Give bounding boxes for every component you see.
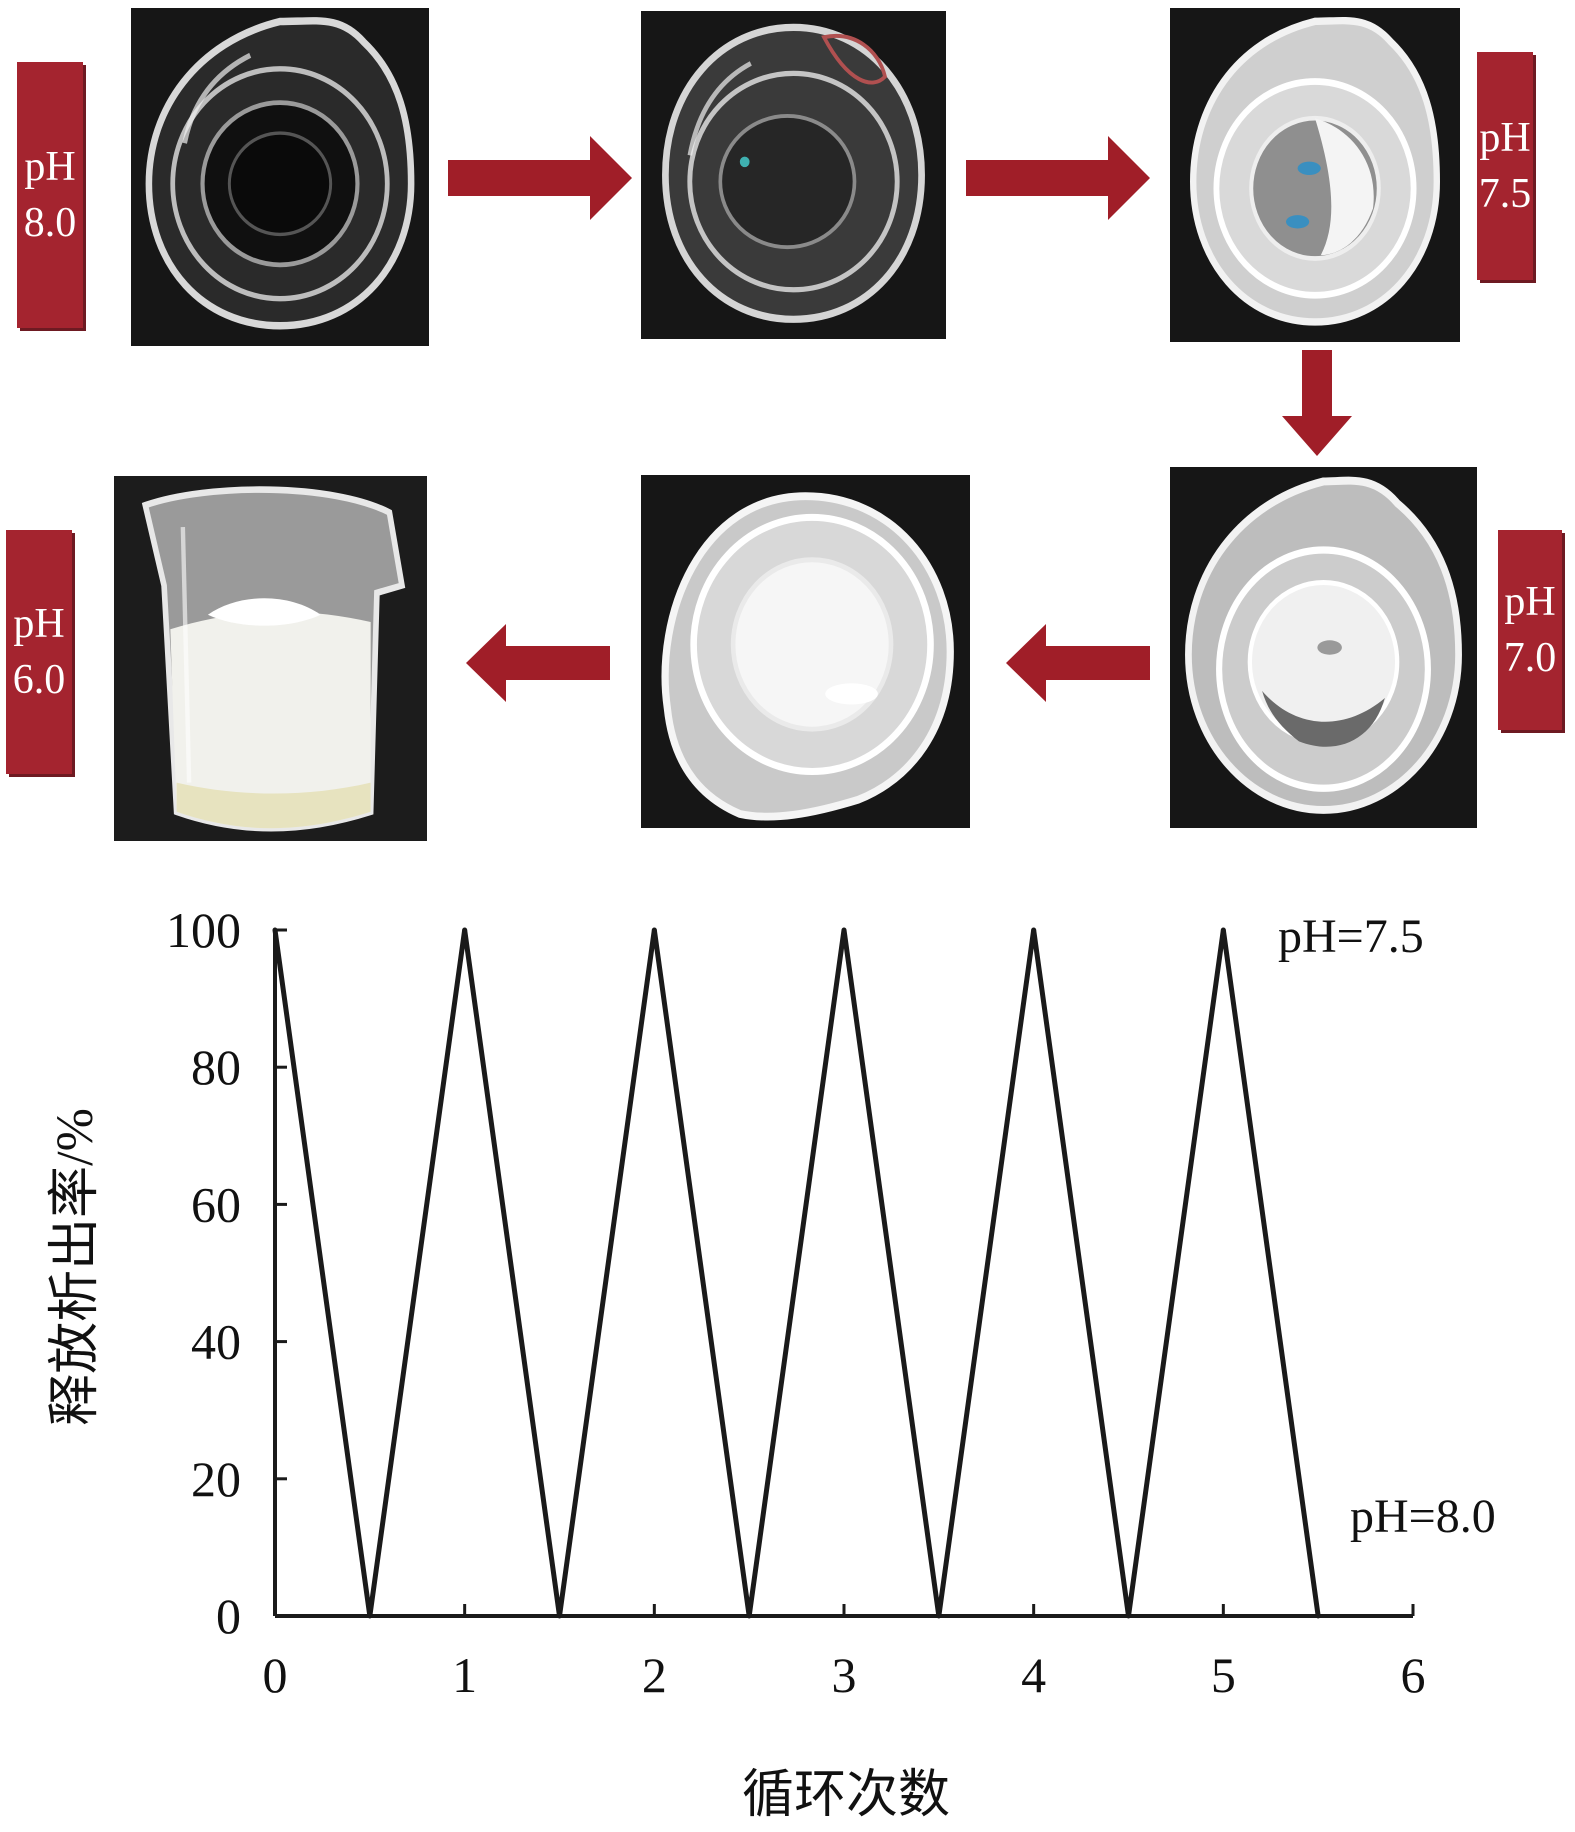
y-tick-label: 60 [191, 1176, 241, 1232]
ph-label-8-0-line2: 8.0 [23, 200, 77, 246]
ph-label-7-0-line2: 7.0 [1503, 635, 1557, 681]
x-tick-label: 4 [1021, 1647, 1046, 1703]
arrow-left-icon [466, 624, 610, 702]
annotation-ph-8-0: pH=8.0 [1350, 1490, 1496, 1543]
data-point [557, 1613, 562, 1619]
data-point [746, 1613, 752, 1619]
ph-label-6-0: pH 6.0 [6, 530, 72, 774]
y-tick-label: 100 [166, 902, 241, 958]
ph-label-7-5: pH 7.5 [1477, 52, 1533, 280]
ph-label-7-0: pH 7.0 [1498, 530, 1562, 730]
x-tick-label: 1 [452, 1647, 477, 1703]
x-tick-label: 3 [832, 1647, 857, 1703]
data-point [936, 1613, 942, 1619]
data-point [651, 927, 657, 933]
data-point [1031, 927, 1037, 933]
beaker-photo-ph-7-5 [1170, 8, 1460, 342]
y-tick-label: 80 [191, 1039, 241, 1095]
x-tick-label: 0 [263, 1647, 288, 1703]
arrow-right-icon [966, 136, 1150, 220]
annotation-ph-7-5: pH=7.5 [1278, 910, 1424, 963]
ph-label-8-0-line1: pH [24, 144, 76, 190]
data-point [1126, 1613, 1131, 1619]
y-axis-label: 释放析出率/% [47, 1108, 104, 1426]
x-tick-label: 2 [642, 1647, 667, 1703]
chart-axes [273, 930, 1413, 1618]
beaker-photo-ph-6-0 [114, 476, 427, 841]
y-tick-label: 0 [216, 1588, 241, 1644]
ph-label-6-0-line1: pH [13, 601, 65, 647]
beaker-photo-step-2 [641, 11, 946, 339]
ph-label-8-0: pH 8.0 [17, 62, 83, 328]
ph-label-7-5-line1: pH [1479, 115, 1531, 161]
ph-label-7-0-line1: pH [1504, 579, 1556, 625]
data-point [272, 927, 278, 933]
beaker-photo-ph-8-0 [131, 8, 429, 346]
data-point [367, 1613, 373, 1619]
beaker-photo-step-5 [641, 475, 970, 828]
ph-label-6-0-line2: 6.0 [12, 657, 66, 703]
chart-series [272, 927, 1321, 1619]
data-point [462, 927, 468, 933]
data-point [1220, 927, 1226, 933]
release-rate-line [272, 929, 1321, 1617]
beaker-photo-ph-7-0 [1170, 467, 1477, 828]
y-tick-label: 40 [191, 1314, 241, 1370]
arrow-down-icon [1282, 350, 1352, 456]
arrow-left-icon [1006, 624, 1150, 702]
y-tick-label: 20 [191, 1451, 241, 1507]
x-axis-label: 循环次数 [742, 1767, 950, 1824]
data-point [841, 927, 847, 933]
arrow-right-icon [448, 136, 632, 220]
x-tick-label: 5 [1211, 1647, 1236, 1703]
ph-label-7-5-line2: 7.5 [1478, 171, 1532, 217]
x-tick-label: 6 [1401, 1647, 1426, 1703]
data-point [1315, 1613, 1321, 1619]
